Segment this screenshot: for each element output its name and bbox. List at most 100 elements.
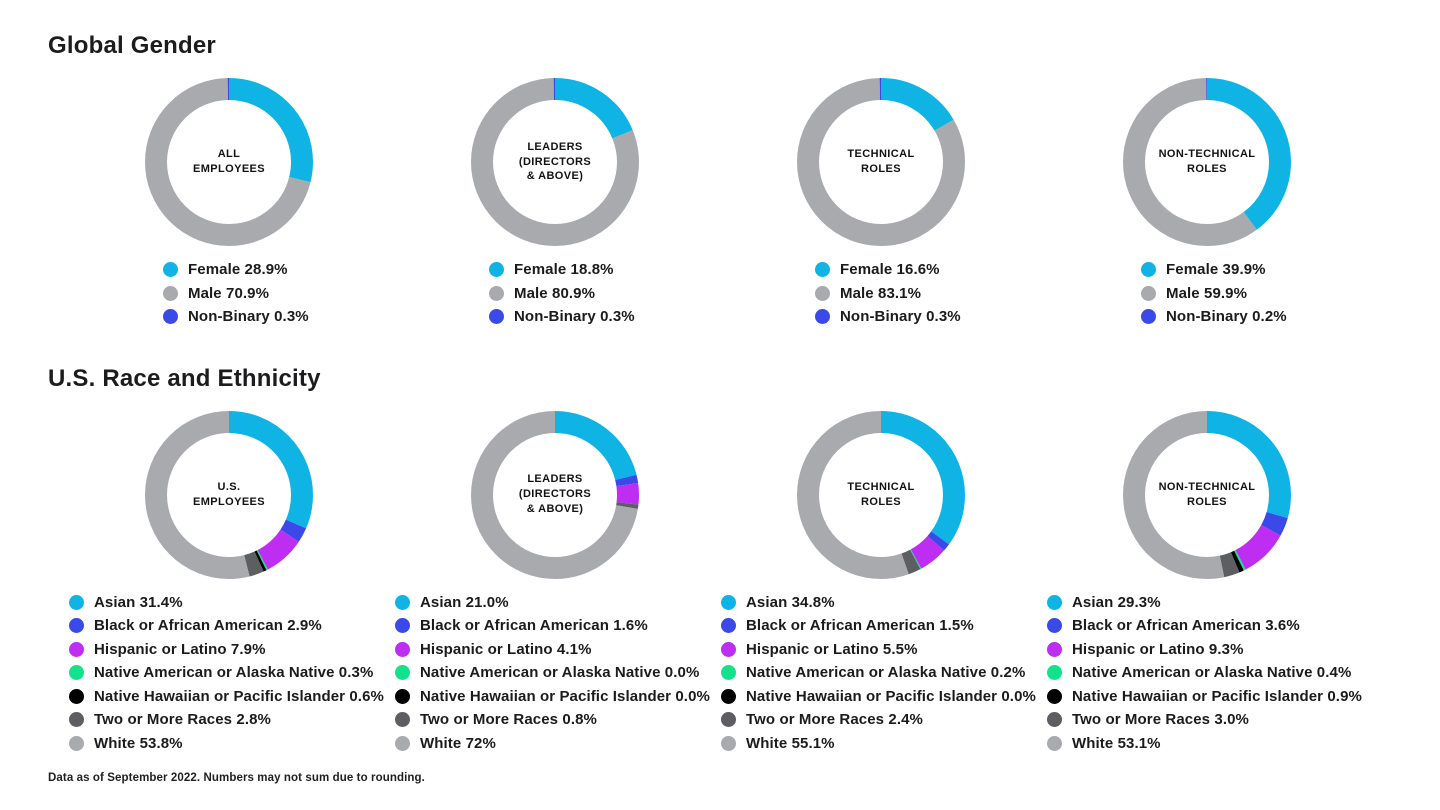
legend-swatch-icon bbox=[395, 618, 410, 634]
legend-swatch-icon bbox=[1047, 618, 1062, 634]
legend-swatch-icon bbox=[69, 688, 84, 704]
race-chart-row: U.S. EMPLOYEES Asian 31.4% Black or African… bbox=[66, 393, 1440, 756]
legend-item: Asian 34.8% bbox=[721, 591, 1044, 615]
legend-label: Native Hawaiian or Pacific Islander 0.9% bbox=[1072, 687, 1362, 705]
legend-label: Native American or Alaska Native 0.2% bbox=[746, 664, 1026, 682]
legend-swatch-icon bbox=[1047, 735, 1062, 751]
section-title-us-race-ethnicity: U.S. Race and Ethnicity bbox=[48, 364, 321, 392]
legend-swatch-icon bbox=[69, 735, 84, 751]
legend-item: Native American or Alaska Native 0.2% bbox=[721, 661, 1044, 685]
legend-swatch-icon bbox=[721, 665, 736, 681]
legend-swatch-icon bbox=[1047, 665, 1062, 681]
legend-item: Male 70.9% bbox=[163, 282, 392, 306]
legend-item: Native American or Alaska Native 0.3% bbox=[69, 661, 392, 685]
donut-ring bbox=[1123, 78, 1291, 246]
legend-swatch-icon bbox=[163, 309, 178, 325]
legend-label: Asian 31.4% bbox=[94, 593, 183, 611]
legend-swatch-icon bbox=[721, 618, 736, 634]
legend-label: Non-Binary 0.3% bbox=[514, 308, 635, 326]
legend-label: Asian 29.3% bbox=[1072, 593, 1161, 611]
chart-legend: Female 28.9% Male 70.9% Non-Binary 0.3% bbox=[163, 258, 392, 329]
legend-swatch-icon bbox=[489, 309, 504, 325]
donut-chart: NON-TECHNICAL ROLES bbox=[1123, 410, 1291, 579]
donut-center-label: TECHNICAL ROLES bbox=[847, 480, 915, 508]
legend-item: Native Hawaiian or Pacific Islander 0.6% bbox=[69, 685, 392, 709]
legend-label: Male 83.1% bbox=[840, 284, 922, 302]
legend-label: Native American or Alaska Native 0.4% bbox=[1072, 664, 1352, 682]
donut-center: U.S. EMPLOYEES bbox=[167, 433, 291, 557]
legend-label: Hispanic or Latino 9.3% bbox=[1072, 640, 1244, 658]
legend-swatch-icon bbox=[69, 641, 84, 657]
legend-swatch-icon bbox=[721, 594, 736, 610]
legend-item: Two or More Races 3.0% bbox=[1047, 708, 1370, 732]
legend-label: Non-Binary 0.3% bbox=[188, 308, 309, 326]
legend-label: Male 80.9% bbox=[514, 284, 596, 302]
donut-chart: TECHNICAL ROLES bbox=[797, 410, 965, 579]
donut-segment-non-binary bbox=[471, 78, 639, 246]
legend-label: Native Hawaiian or Pacific Islander 0.6% bbox=[94, 687, 384, 705]
legend-label: Female 18.8% bbox=[514, 261, 614, 279]
donut-chart: TECHNICAL ROLES bbox=[797, 78, 965, 246]
legend-swatch-icon bbox=[1047, 594, 1062, 610]
donut-segment-hispanic-or-latino bbox=[471, 410, 639, 579]
donut-center-label: NON-TECHNICAL ROLES bbox=[1158, 148, 1256, 175]
donut-center: TECHNICAL ROLES bbox=[819, 100, 943, 224]
chart-legend: Asian 21.0% Black or African American 1.6… bbox=[395, 591, 718, 756]
legend-item: Black or African American 1.5% bbox=[721, 614, 1044, 638]
legend-label: Native Hawaiian or Pacific Islander 0.0% bbox=[746, 687, 1036, 705]
donut-segment-white bbox=[1123, 410, 1291, 579]
legend-swatch-icon bbox=[1141, 262, 1156, 278]
legend-swatch-icon bbox=[163, 262, 178, 278]
legend-item: Hispanic or Latino 9.3% bbox=[1047, 638, 1370, 662]
legend-label: Hispanic or Latino 7.9% bbox=[94, 640, 266, 658]
legend-item: Male 80.9% bbox=[489, 282, 718, 306]
legend-item: Native Hawaiian or Pacific Islander 0.9% bbox=[1047, 685, 1370, 709]
donut-ring bbox=[145, 410, 313, 579]
legend-item: Female 39.9% bbox=[1141, 258, 1370, 282]
legend-label: Black or African American 1.5% bbox=[746, 617, 974, 635]
donut-center-label: NON-TECHNICAL ROLES bbox=[1158, 480, 1256, 508]
legend-item: Non-Binary 0.2% bbox=[1141, 305, 1370, 329]
donut-center-label: LEADERS (DIRECTORS & ABOVE) bbox=[518, 140, 592, 183]
donut-segment-white bbox=[471, 410, 639, 579]
donut-segment-white bbox=[797, 410, 965, 579]
donut-center-label: TECHNICAL ROLES bbox=[847, 148, 915, 175]
chart-legend: Asian 29.3% Black or African American 3.6… bbox=[1047, 591, 1370, 756]
donut-ring bbox=[145, 78, 313, 246]
legend-label: Hispanic or Latino 5.5% bbox=[746, 640, 918, 658]
donut-center: TECHNICAL ROLES bbox=[819, 433, 943, 557]
legend-label: White 53.1% bbox=[1072, 734, 1161, 752]
legend-label: Black or African American 1.6% bbox=[420, 617, 648, 635]
donut-chart-column: NON-TECHNICAL ROLES Female 39.9% Male 59.9%… bbox=[1044, 60, 1370, 329]
legend-item: White 53.8% bbox=[69, 732, 392, 756]
legend-item: White 55.1% bbox=[721, 732, 1044, 756]
legend-swatch-icon bbox=[395, 594, 410, 610]
donut-chart-column: U.S. EMPLOYEES Asian 31.4% Black or African… bbox=[66, 393, 392, 756]
donut-chart: U.S. EMPLOYEES bbox=[145, 410, 313, 579]
legend-item: Native American or Alaska Native 0.4% bbox=[1047, 661, 1370, 685]
legend-item: Female 28.9% bbox=[163, 258, 392, 282]
legend-swatch-icon bbox=[1047, 688, 1062, 704]
legend-swatch-icon bbox=[69, 618, 84, 634]
legend-swatch-icon bbox=[1141, 285, 1156, 301]
chart-legend: Asian 34.8% Black or African American 1.5… bbox=[721, 591, 1044, 756]
legend-label: Female 28.9% bbox=[188, 261, 288, 279]
legend-swatch-icon bbox=[815, 309, 830, 325]
donut-chart: NON-TECHNICAL ROLES bbox=[1123, 78, 1291, 246]
donut-segment-male bbox=[1123, 78, 1291, 246]
legend-item: Native Hawaiian or Pacific Islander 0.0% bbox=[721, 685, 1044, 709]
donut-segment-non-binary bbox=[797, 78, 965, 246]
legend-item: Black or African American 3.6% bbox=[1047, 614, 1370, 638]
donut-chart-column: TECHNICAL ROLES Asian 34.8% Black or Africa… bbox=[718, 393, 1044, 756]
donut-segment-white bbox=[145, 410, 313, 579]
legend-label: Two or More Races 2.8% bbox=[94, 711, 271, 729]
legend-item: White 72% bbox=[395, 732, 718, 756]
chart-legend: Female 39.9% Male 59.9% Non-Binary 0.2% bbox=[1141, 258, 1370, 329]
legend-swatch-icon bbox=[721, 712, 736, 728]
legend-swatch-icon bbox=[721, 688, 736, 704]
donut-center: NON-TECHNICAL ROLES bbox=[1145, 100, 1269, 224]
donut-ring bbox=[1123, 410, 1291, 579]
donut-segment-male bbox=[471, 78, 639, 246]
donut-chart: ALL EMPLOYEES bbox=[145, 78, 313, 246]
legend-swatch-icon bbox=[1141, 309, 1156, 325]
